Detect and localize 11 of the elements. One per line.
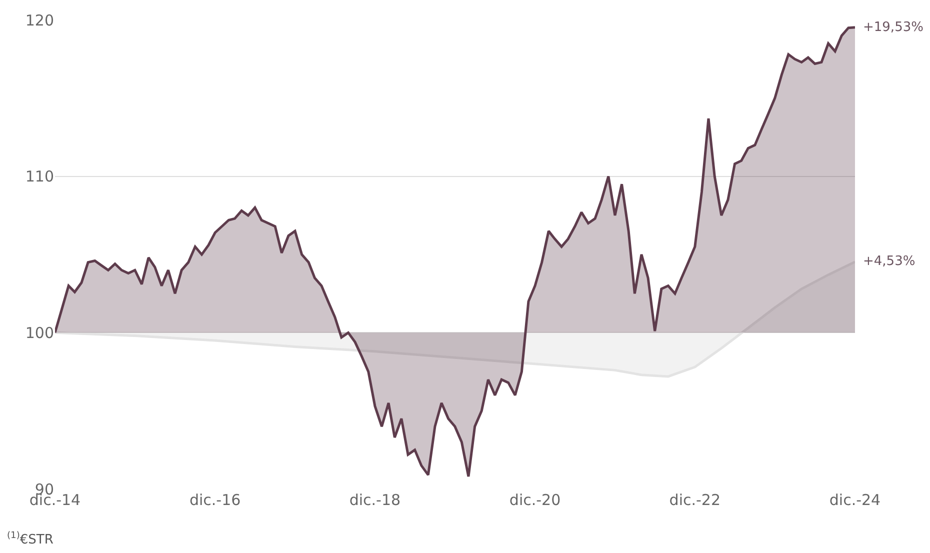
x-tick-label: dic.-16	[189, 491, 241, 509]
y-tick-label: 120	[25, 11, 54, 30]
text: $^{(1)}$€STR	[7, 531, 54, 548]
y-tick-label: 110	[25, 168, 54, 186]
x-tick-label: dic.-18	[349, 491, 401, 509]
y-tick-label: 100	[25, 324, 54, 342]
annotation: +19,53%	[863, 20, 924, 35]
x-tick-label: dic.-24	[829, 491, 881, 509]
x-tick-label: dic.-20	[509, 491, 561, 509]
annotation: +4,53%	[863, 254, 916, 269]
x-tick-label: dic.-22	[669, 491, 721, 509]
